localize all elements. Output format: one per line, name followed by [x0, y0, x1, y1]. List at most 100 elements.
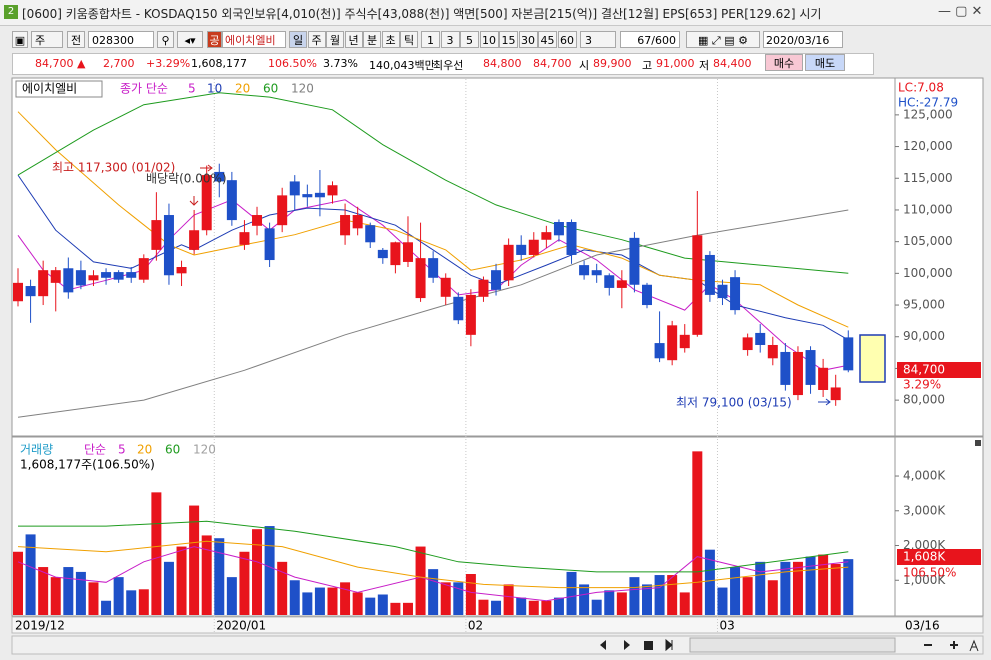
- prev-button[interactable]: 전: [67, 31, 85, 48]
- volume: 1,608,177: [191, 57, 247, 70]
- candle-body: [591, 270, 602, 276]
- sell-button[interactable]: 매도: [805, 54, 845, 71]
- volume-bar: [113, 577, 124, 615]
- legend-entry: 120: [193, 443, 216, 457]
- change-pct: +3.29%: [146, 57, 191, 70]
- volume-bar: [516, 597, 527, 615]
- candle-body: [642, 284, 652, 306]
- period-button[interactable]: 분: [363, 31, 381, 48]
- market-select[interactable]: 주: [31, 31, 63, 48]
- period-button[interactable]: 주: [307, 31, 326, 48]
- count-input[interactable]: 67/600: [620, 31, 680, 48]
- auto-button[interactable]: [969, 639, 979, 652]
- candle-body: [553, 222, 564, 236]
- candle-body: [629, 237, 640, 285]
- open: 89,900: [593, 57, 632, 70]
- sound-button[interactable]: ◂▾: [177, 31, 203, 48]
- open-label: 시: [579, 59, 590, 72]
- volume-bar: [818, 554, 829, 615]
- scroll-right[interactable]: [624, 640, 630, 650]
- volume-bar: [428, 569, 439, 615]
- annotation-low: 최저 79,100 (03/15): [676, 396, 792, 410]
- interval-button[interactable]: 1: [421, 31, 440, 48]
- window-title: [0600] 키움종합차트 - KOSDAQ150 외국인보유[4,010(천)…: [22, 7, 822, 21]
- ma-line: [17, 92, 849, 274]
- buy-button[interactable]: 매수: [765, 54, 803, 71]
- candle-body: [805, 350, 816, 385]
- volume-bar: [465, 574, 476, 615]
- interval-button[interactable]: 45: [538, 31, 557, 48]
- scroll-thumb[interactable]: [689, 637, 896, 653]
- y-tick-label: 3,000K: [903, 503, 946, 517]
- ma-label: 종가 단순: [120, 82, 168, 96]
- volume-bar: [38, 567, 49, 615]
- code-input[interactable]: 028300: [88, 31, 154, 48]
- volume-tag-label: 1,608K: [903, 550, 946, 564]
- scrollbar: [11, 635, 984, 655]
- period-button[interactable]: 초: [381, 31, 400, 48]
- volume-bar: [566, 571, 577, 615]
- y-tick-label: 95,000: [903, 298, 945, 312]
- annotation-arrow: [200, 164, 213, 172]
- candle-body: [402, 242, 413, 262]
- x-tick-label: 03: [719, 619, 734, 633]
- date-input[interactable]: 2020/03/16: [763, 31, 843, 48]
- volume-bar: [138, 589, 149, 615]
- volume-bar: [163, 561, 174, 615]
- legend-entry: 20: [235, 82, 250, 96]
- zoom-buttons[interactable]: [924, 641, 958, 649]
- period-button[interactable]: 일: [289, 31, 307, 48]
- y-tick-label: 90,000: [903, 329, 945, 343]
- interval-button[interactable]: 5: [460, 31, 479, 48]
- volume-bar: [679, 592, 690, 615]
- candle-body: [302, 194, 313, 198]
- volume-pct-label: 106.50%: [903, 566, 956, 580]
- candle-body: [138, 258, 149, 280]
- panel-close[interactable]: [975, 440, 981, 446]
- toggle[interactable]: ▣: [12, 31, 28, 48]
- volume-bar: [453, 582, 464, 615]
- candle-body: [314, 192, 325, 198]
- candle-body: [465, 294, 476, 335]
- candle-body: [491, 270, 502, 290]
- legend-entry: 60: [165, 443, 180, 457]
- candle-body: [226, 180, 237, 221]
- interval-select[interactable]: 3: [580, 31, 616, 48]
- scroll-stop[interactable]: [644, 641, 653, 650]
- interval-button[interactable]: 60: [557, 31, 577, 48]
- scroll-end[interactable]: [665, 638, 673, 652]
- y-tick-label: 105,000: [903, 234, 953, 248]
- volume-bar: [214, 538, 225, 615]
- tool-icons[interactable]: ▦ ⤢ ▤ ⚙: [686, 31, 760, 48]
- period-button[interactable]: 월: [326, 31, 344, 48]
- y-tick-label: 1,000K: [903, 573, 946, 587]
- interval-button[interactable]: 30: [518, 31, 538, 48]
- candle-body: [704, 254, 715, 295]
- candle-body: [264, 228, 275, 261]
- volume-bar: [667, 575, 678, 615]
- candle-body: [679, 334, 690, 349]
- y-tick-label: 110,000: [903, 202, 953, 216]
- scroll-left[interactable]: [600, 640, 606, 650]
- candle-body: [717, 284, 728, 299]
- candle-body: [503, 244, 514, 281]
- tag: 공: [207, 31, 222, 48]
- interval-button[interactable]: 3: [440, 31, 460, 48]
- volume-bar: [277, 561, 288, 615]
- volume-tag: [897, 549, 981, 565]
- window-controls[interactable]: — ▢ ✕: [938, 4, 983, 19]
- volume-bar: [101, 600, 112, 615]
- candle-body: [616, 280, 627, 288]
- search-button[interactable]: ⚲: [157, 31, 174, 48]
- volume-bar: [591, 599, 602, 615]
- volume-bar: [314, 587, 325, 615]
- period-button[interactable]: 틱: [400, 31, 418, 48]
- candle-body: [604, 275, 615, 288]
- interval-button[interactable]: 15: [499, 31, 518, 48]
- interval-button[interactable]: 10: [479, 31, 499, 48]
- candle-body: [579, 265, 590, 276]
- period-button[interactable]: 년: [344, 31, 363, 48]
- legend-entry: 5: [188, 82, 196, 96]
